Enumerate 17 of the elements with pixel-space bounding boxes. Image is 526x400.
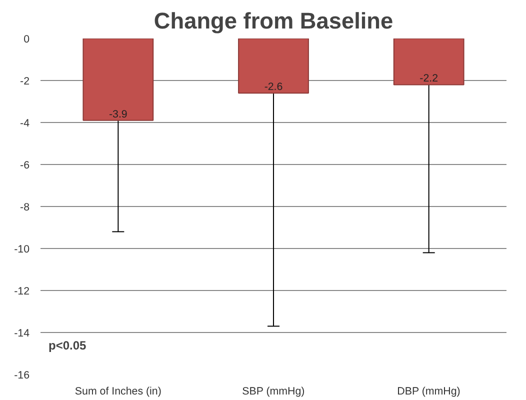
y-tick-label: 0 [24,34,30,46]
y-tick-label: -16 [14,370,30,382]
x-tick-label: DBP (mmHg) [397,386,460,398]
y-tick-label: -2 [20,76,30,88]
data-label: -2.2 [420,72,438,85]
y-tick-label: -10 [14,244,30,256]
y-tick-label: -8 [20,202,30,214]
y-tick-label: -6 [20,160,30,172]
data-label: -3.9 [108,108,128,120]
annotation: p<0.05 [48,338,87,352]
y-tick-label: -12 [14,286,30,298]
x-tick-label: SBP (mmHg) [242,386,305,398]
chart-title: Change from Baseline [154,8,394,34]
x-tick-label: Sum of Inches (in) [74,386,162,398]
y-tick-label: -14 [14,328,30,340]
data-label: -2.6 [264,81,283,94]
y-tick-label: -4 [20,118,30,130]
